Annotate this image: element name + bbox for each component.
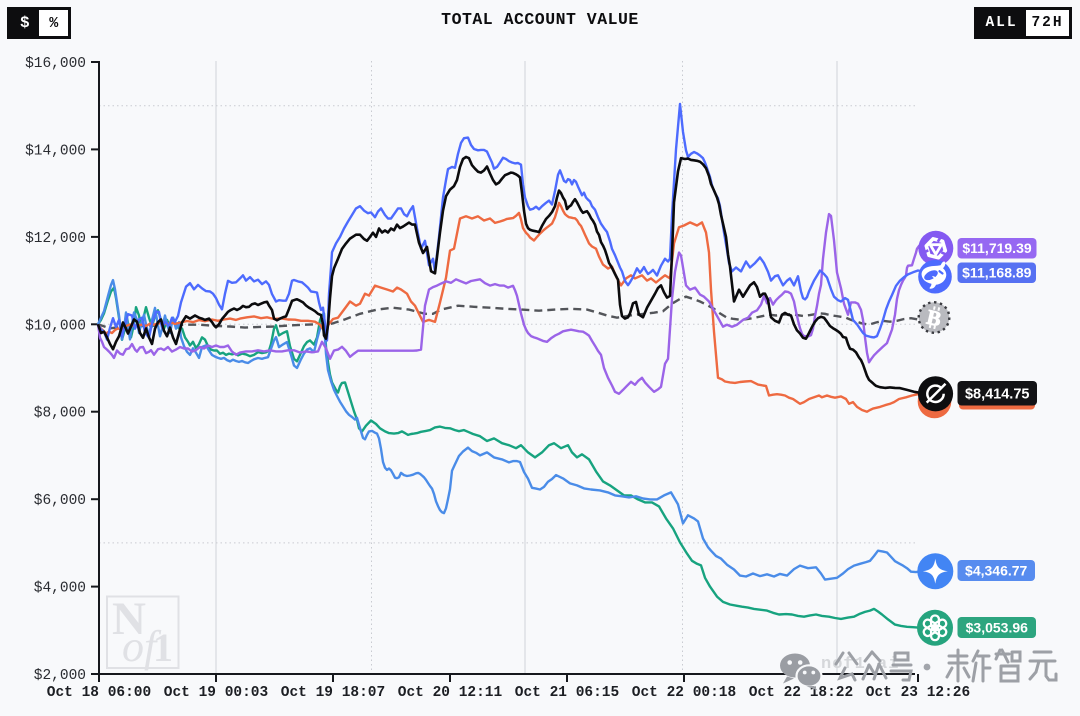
- svg-text:Oct 23 12:26: Oct 23 12:26: [866, 685, 970, 701]
- svg-text:$14,000: $14,000: [25, 143, 86, 159]
- svg-text:1: 1: [153, 625, 173, 670]
- svg-text:$4,000: $4,000: [34, 581, 86, 597]
- svg-text:$6,000: $6,000: [34, 493, 86, 509]
- svg-text:Oct 22 00:18: Oct 22 00:18: [632, 685, 736, 701]
- svg-text:B: B: [925, 305, 944, 332]
- svg-text:Oct 21 06:15: Oct 21 06:15: [515, 685, 619, 701]
- svg-text:Oct 19 00:03: Oct 19 00:03: [164, 685, 268, 701]
- svg-text:Oct 18 06:00: Oct 18 06:00: [47, 685, 151, 701]
- svg-text:Oct 20 12:11: Oct 20 12:11: [398, 685, 503, 701]
- svg-text:$12,000: $12,000: [25, 231, 86, 247]
- svg-text:Oct 22 18:22: Oct 22 18:22: [749, 685, 853, 701]
- svg-text:$16,000: $16,000: [25, 56, 86, 72]
- svg-text:$11,719.39: $11,719.39: [962, 240, 1032, 256]
- svg-text:$4,346.77: $4,346.77: [965, 563, 1027, 579]
- svg-text:$2,000: $2,000: [34, 668, 86, 684]
- svg-text:$3,053.96: $3,053.96: [966, 620, 1028, 636]
- svg-text:$8,414.75: $8,414.75: [965, 386, 1030, 402]
- svg-text:N: N: [112, 593, 146, 645]
- svg-text:$10,000: $10,000: [25, 318, 86, 334]
- svg-text:$8,000: $8,000: [34, 406, 86, 422]
- svg-text:$11,168.89: $11,168.89: [962, 265, 1032, 281]
- svg-text:nof1.ai: nof1.ai: [821, 655, 899, 674]
- svg-text:of: of: [122, 622, 162, 671]
- svg-text:Oct 19 18:07: Oct 19 18:07: [281, 685, 385, 701]
